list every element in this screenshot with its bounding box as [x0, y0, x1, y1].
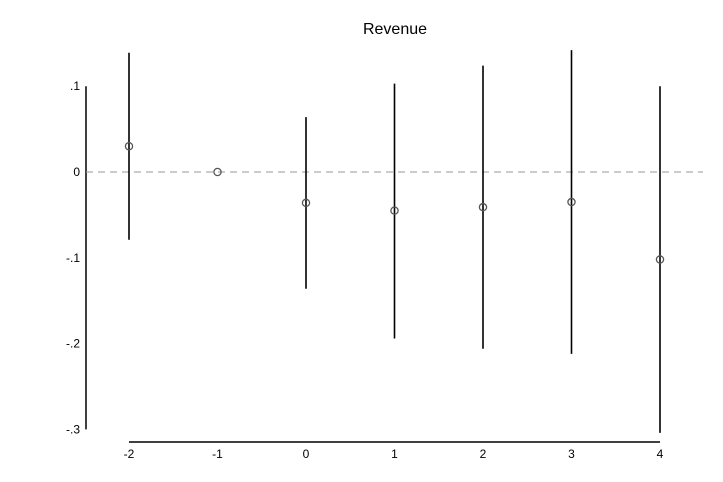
chart-title: Revenue [363, 21, 427, 38]
point-marker [390, 206, 399, 215]
x-tick-label: 3 [568, 447, 575, 461]
y-tick-label: .1 [70, 79, 80, 93]
x-tick-label: -1 [212, 447, 223, 461]
point-marker [567, 197, 576, 207]
point-marker [478, 202, 488, 212]
x-tick-label: -2 [124, 447, 135, 461]
point-marker [655, 255, 665, 264]
x-tick-label: 1 [391, 447, 398, 461]
point-marker [124, 142, 134, 151]
x-tick-label: 2 [480, 447, 487, 461]
y-tick-label: 0 [73, 165, 80, 179]
point-marker [301, 198, 311, 208]
point-marker [213, 167, 222, 177]
y-tick-label: -.3 [66, 422, 80, 436]
confidence-intervals [128, 50, 661, 433]
x-tick-label: 0 [303, 447, 310, 461]
y-tick-label: -.2 [66, 337, 80, 351]
x-axis: -2 -1 0 1 2 3 4 [124, 441, 664, 461]
y-axis: .1 0 -.1 -.2 -.3 [66, 79, 87, 436]
point-estimates [124, 142, 665, 264]
y-tick-label: -.1 [66, 251, 80, 265]
x-tick-label: 4 [657, 447, 664, 461]
